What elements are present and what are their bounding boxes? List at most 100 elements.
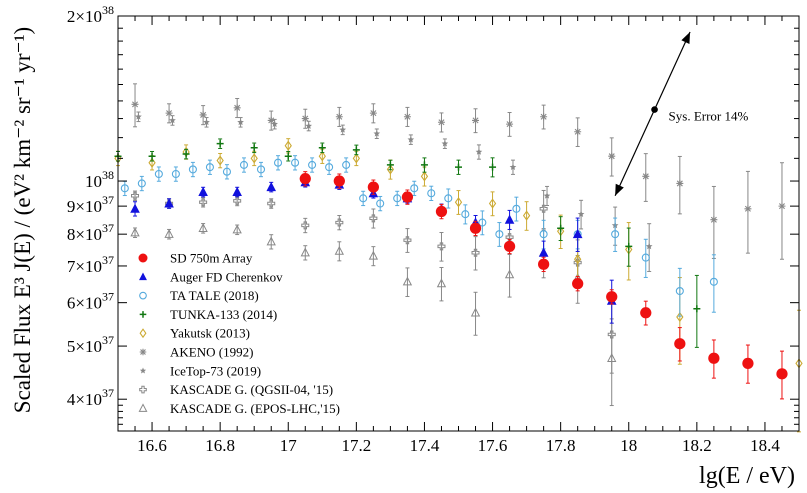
marker (325, 163, 334, 172)
data-marks (114, 83, 803, 433)
data-point (301, 217, 310, 234)
data-point (250, 142, 258, 154)
axes: 16.6 16.8 17 17.2 17.4 17.6 17.8 18 18.2 18.4 2×10… (67, 3, 800, 455)
data-point (154, 166, 163, 182)
marker-shape (709, 277, 718, 286)
marker-shape (250, 144, 258, 152)
data-point (607, 318, 617, 407)
data-point (233, 97, 241, 119)
data-point (369, 103, 377, 124)
data-point (266, 234, 276, 250)
y-tick-label: 2×1038 (67, 3, 114, 26)
marker-shape (642, 172, 650, 180)
marker (574, 128, 582, 136)
x-tick-label: 17.2 (341, 436, 371, 455)
marker (506, 120, 514, 128)
marker-shape (625, 242, 633, 250)
data-point (148, 150, 156, 162)
data-point (273, 155, 283, 171)
data-point (199, 196, 208, 208)
data-point (540, 104, 548, 130)
marker (420, 171, 429, 182)
marker (645, 242, 653, 250)
y-tick-label: 9×1037 (67, 193, 114, 216)
y-axis-label: Scaled Flux E³ J(E) / (eV² km⁻² sr⁻¹ yr⁻… (10, 27, 35, 413)
sys-error-label: Sys. Error 14% (669, 109, 749, 124)
data-point (205, 159, 214, 175)
marker-shape (368, 250, 379, 260)
marker (203, 118, 210, 126)
marker-shape (222, 167, 232, 176)
marker-shape (488, 198, 497, 209)
marker (676, 179, 684, 187)
data-point (709, 254, 718, 313)
data-point (182, 148, 190, 160)
legend-label: KASCADE G. (QGSII-04, '15) (170, 382, 333, 397)
marker (256, 165, 266, 174)
marker-shape (437, 242, 446, 251)
marker (505, 233, 514, 242)
legend-label: TA TALE (2018) (170, 288, 259, 303)
marker (504, 269, 515, 279)
marker-shape (693, 305, 701, 313)
data-point (572, 217, 583, 252)
marker (607, 353, 617, 362)
marker (539, 204, 548, 213)
marker-shape (444, 194, 453, 203)
marker (503, 240, 516, 253)
marker-shape (504, 214, 515, 224)
marker (437, 242, 446, 251)
marker-shape (139, 291, 147, 300)
y-tick-label: 1038 (85, 168, 114, 191)
data-point (506, 112, 514, 137)
legend-label: AKENO (1992) (170, 345, 253, 360)
marker (205, 163, 214, 172)
marker (284, 152, 292, 160)
data-point (708, 339, 720, 379)
data-point (611, 217, 620, 252)
legend-entry: Auger FD Cherenkov (139, 269, 283, 284)
y-tick-label: 4×1037 (67, 386, 114, 409)
marker-shape (266, 181, 277, 192)
marker-shape (130, 203, 140, 213)
marker-shape (131, 100, 139, 108)
marker (455, 163, 462, 171)
marker-shape (135, 113, 142, 120)
marker-shape (475, 148, 483, 155)
marker-shape (130, 227, 140, 237)
legend: SD 750m Array Auger FD Cherenkov TA TALE (… (138, 251, 340, 416)
marker (299, 173, 311, 185)
legend-entry: AKENO (1992) (139, 345, 253, 360)
data-point (233, 195, 242, 207)
data-point (291, 155, 300, 171)
data-point (488, 191, 497, 217)
data-point (742, 344, 754, 384)
data-point (393, 190, 402, 207)
data-point (427, 185, 436, 202)
marker (393, 194, 402, 203)
marker-shape (233, 104, 241, 112)
marker (611, 230, 620, 239)
marker-shape (607, 330, 616, 339)
legend-label: KASCADE G. (EPOS-LHC,'15) (170, 401, 340, 416)
marker-shape (401, 191, 414, 203)
marker-shape (284, 152, 292, 160)
marker (435, 205, 448, 218)
marker-shape (120, 184, 129, 193)
data-point (256, 161, 266, 178)
data-point (642, 153, 650, 202)
data-point (335, 215, 344, 231)
marker (284, 140, 292, 151)
marker-shape (437, 118, 445, 126)
marker (708, 352, 720, 364)
marker-shape (539, 230, 548, 239)
data-point (608, 137, 616, 177)
legend-entry: KASCADE G. (EPOS-LHC,'15) (138, 401, 340, 416)
marker-shape (271, 120, 278, 127)
marker (135, 113, 142, 120)
data-point (367, 179, 379, 195)
y-tick-label: 7×1037 (67, 253, 114, 276)
data-point (693, 274, 701, 348)
data-point (503, 238, 516, 255)
